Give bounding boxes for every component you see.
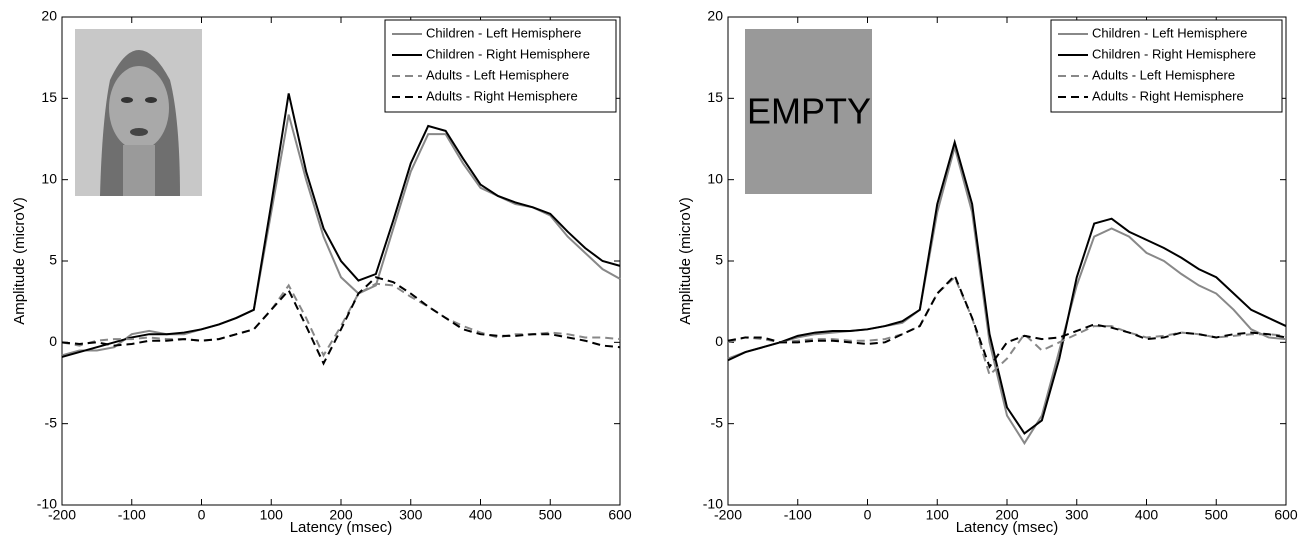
y-tick-label: -10 <box>703 496 723 512</box>
x-tick-label: -200 <box>714 507 742 523</box>
series-line <box>61 282 621 358</box>
x-tick-label: -100 <box>784 507 812 523</box>
x-tick-label: 400 <box>1135 507 1159 523</box>
x-tick-label: 0 <box>864 507 872 523</box>
series-line <box>61 93 621 358</box>
y-tick-label: -10 <box>37 496 57 512</box>
legend-label: Children - Left Hemisphere <box>426 25 581 40</box>
series-line <box>727 143 1287 446</box>
legend-label: Adults - Right Hemisphere <box>426 88 578 103</box>
y-tick-label: 0 <box>715 333 723 349</box>
y-tick-label: 15 <box>707 89 723 105</box>
x-tick-label: 0 <box>198 507 206 523</box>
legend-label: Children - Left Hemisphere <box>1092 25 1247 40</box>
annotation: EMPTY <box>747 91 871 132</box>
legend-box <box>1050 19 1283 113</box>
y-tick-label: 0 <box>49 333 57 349</box>
series-line <box>727 273 1287 369</box>
y-tick-label: -5 <box>45 414 58 430</box>
x-axis-label: Latency (msec) <box>290 519 393 536</box>
y-tick-label: 5 <box>49 252 57 268</box>
legend-label: Adults - Right Hemisphere <box>1092 88 1244 103</box>
empty-box <box>745 29 872 194</box>
y-tick-label: 15 <box>41 89 57 105</box>
legend-label: Children - Right Hemisphere <box>1092 46 1256 61</box>
x-tick-label: 500 <box>539 507 563 523</box>
x-tick-label: 600 <box>608 507 632 523</box>
x-tick-label: 300 <box>399 507 423 523</box>
x-tick-label: 600 <box>1274 507 1298 523</box>
y-tick-label: 10 <box>707 170 723 186</box>
x-tick-label: 200 <box>995 507 1019 523</box>
y-tick-label: 10 <box>41 170 57 186</box>
y-axis-label: Amplitude (microV) <box>11 197 28 325</box>
y-tick-label: 5 <box>715 252 723 268</box>
y-tick-label: 20 <box>707 8 723 24</box>
face-photo <box>75 29 202 196</box>
series-line <box>61 276 621 366</box>
x-tick-label: 300 <box>1065 507 1089 523</box>
legend-label: Adults - Left Hemisphere <box>426 67 569 82</box>
legend-label: Children - Right Hemisphere <box>426 46 590 61</box>
x-tick-label: -100 <box>118 507 146 523</box>
y-axis-label: Amplitude (microV) <box>677 197 694 325</box>
x-tick-label: 100 <box>926 507 950 523</box>
x-tick-label: -200 <box>48 507 76 523</box>
y-tick-label: -5 <box>711 414 724 430</box>
x-tick-label: 100 <box>260 507 284 523</box>
legend-label: Adults - Left Hemisphere <box>1092 67 1235 82</box>
legend-box <box>384 19 617 113</box>
x-axis-label: Latency (msec) <box>956 519 1059 536</box>
series-line <box>727 138 1287 435</box>
x-tick-label: 400 <box>469 507 493 523</box>
series-line <box>727 275 1287 377</box>
x-tick-label: 500 <box>1205 507 1229 523</box>
y-tick-label: 20 <box>41 8 57 24</box>
x-tick-label: 200 <box>329 507 353 523</box>
